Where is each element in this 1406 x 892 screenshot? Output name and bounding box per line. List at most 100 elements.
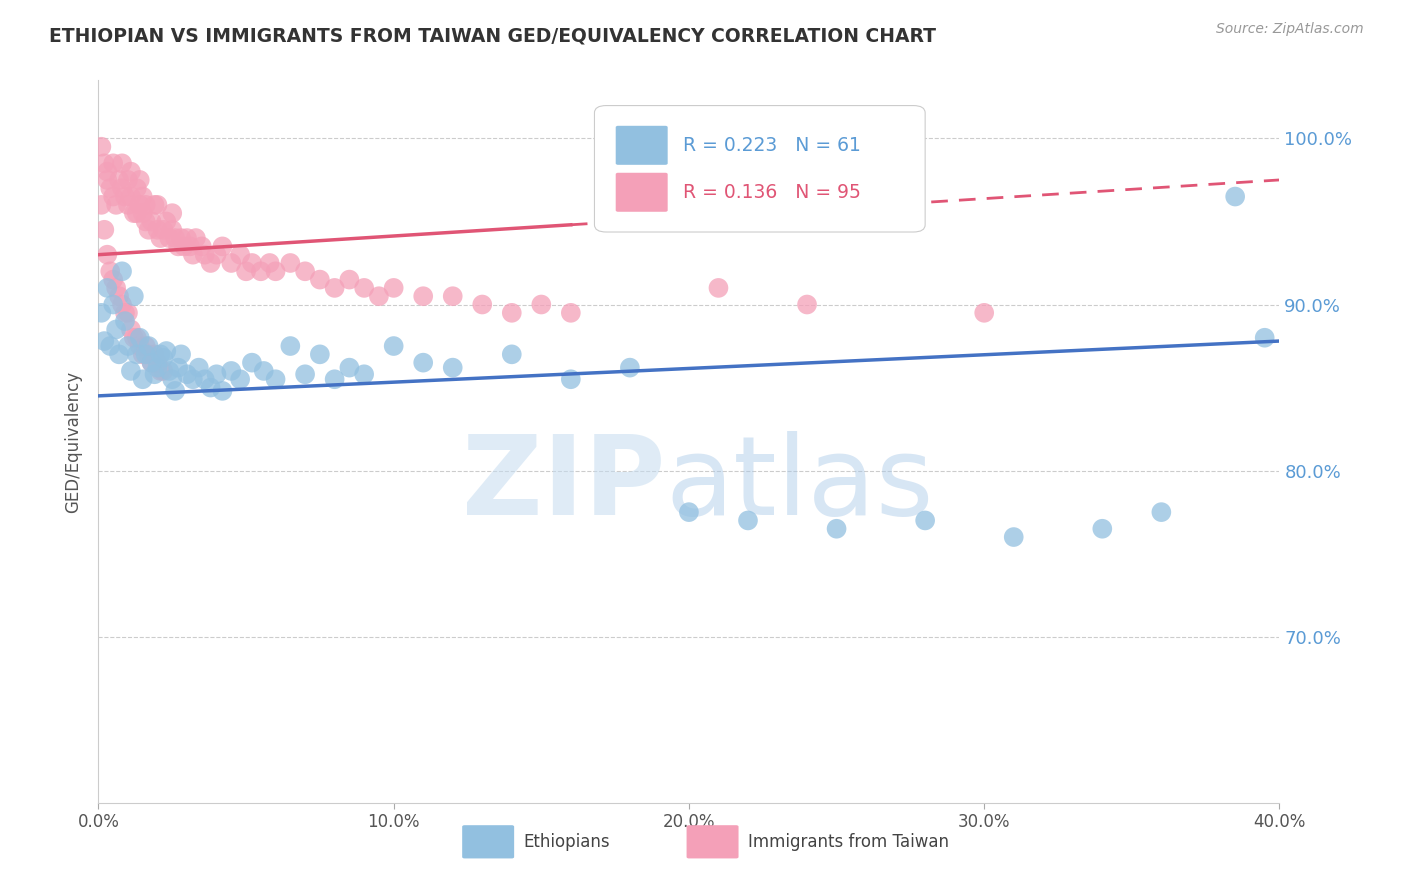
Point — [111, 156, 134, 170]
Y-axis label: GED/Equivalency: GED/Equivalency — [65, 370, 83, 513]
Point — [205, 368, 228, 382]
Point — [173, 239, 195, 253]
Point — [181, 372, 204, 386]
Point — [120, 364, 142, 378]
Point — [309, 272, 332, 286]
Point — [1091, 522, 1114, 536]
Point — [501, 347, 523, 361]
Point — [441, 360, 464, 375]
Point — [132, 372, 155, 386]
Point — [157, 364, 180, 378]
Point — [138, 223, 160, 237]
Point — [138, 347, 160, 361]
Point — [93, 156, 115, 170]
Point — [108, 347, 131, 361]
Point — [170, 231, 193, 245]
Point — [98, 264, 121, 278]
Point — [138, 339, 160, 353]
Point — [162, 372, 183, 386]
Point — [125, 331, 148, 345]
Point — [111, 181, 134, 195]
Point — [141, 356, 163, 370]
Point — [170, 347, 193, 361]
Point — [191, 239, 214, 253]
Point — [1002, 530, 1025, 544]
Point — [157, 231, 180, 245]
Point — [128, 198, 150, 212]
Point — [825, 522, 848, 536]
Point — [135, 198, 157, 212]
Point — [125, 181, 148, 195]
Point — [132, 189, 155, 203]
Text: ZIP: ZIP — [463, 432, 665, 539]
Point — [1150, 505, 1173, 519]
Point — [259, 256, 281, 270]
Point — [412, 356, 434, 370]
Point — [114, 306, 136, 320]
Point — [117, 173, 139, 187]
Point — [250, 264, 273, 278]
Point — [309, 347, 332, 361]
Point — [796, 297, 818, 311]
Point — [114, 189, 136, 203]
Point — [707, 281, 730, 295]
Point — [149, 364, 172, 378]
Point — [914, 513, 936, 527]
Text: Ethiopians: Ethiopians — [523, 833, 610, 851]
Point — [181, 248, 204, 262]
Point — [973, 306, 995, 320]
Point — [176, 368, 198, 382]
Point — [294, 264, 316, 278]
Point — [194, 372, 217, 386]
Point — [117, 198, 139, 212]
Point — [187, 360, 209, 375]
Point — [98, 339, 121, 353]
Point — [111, 264, 134, 278]
Point — [90, 306, 112, 320]
Text: Immigrants from Taiwan: Immigrants from Taiwan — [748, 833, 949, 851]
Point — [114, 314, 136, 328]
FancyBboxPatch shape — [463, 825, 515, 858]
Point — [96, 281, 118, 295]
Point — [141, 356, 163, 370]
Point — [149, 231, 172, 245]
Point — [105, 322, 128, 336]
Point — [176, 231, 198, 245]
Point — [108, 173, 131, 187]
Point — [122, 289, 145, 303]
Point — [165, 231, 187, 245]
Point — [105, 198, 128, 212]
Point — [132, 206, 155, 220]
Point — [149, 347, 172, 361]
Point — [152, 364, 174, 378]
Point — [221, 364, 243, 378]
Point — [128, 173, 150, 187]
Point — [339, 272, 361, 286]
Point — [135, 347, 157, 361]
Point — [737, 513, 759, 527]
Point — [353, 368, 375, 382]
Point — [1225, 189, 1247, 203]
Point — [155, 214, 177, 228]
Point — [122, 206, 145, 220]
Point — [165, 384, 187, 398]
Point — [179, 239, 201, 253]
Point — [103, 189, 125, 203]
Point — [96, 173, 118, 187]
Point — [96, 164, 118, 178]
Point — [1254, 331, 1277, 345]
Point — [184, 231, 207, 245]
Text: atlas: atlas — [665, 432, 934, 539]
Point — [619, 360, 641, 375]
Point — [117, 306, 139, 320]
Point — [96, 248, 118, 262]
Point — [221, 256, 243, 270]
Point — [143, 347, 166, 361]
Point — [211, 239, 233, 253]
Point — [240, 256, 263, 270]
Point — [678, 505, 700, 519]
Point — [382, 281, 405, 295]
Point — [560, 372, 582, 386]
Point — [128, 331, 150, 345]
Point — [229, 372, 252, 386]
